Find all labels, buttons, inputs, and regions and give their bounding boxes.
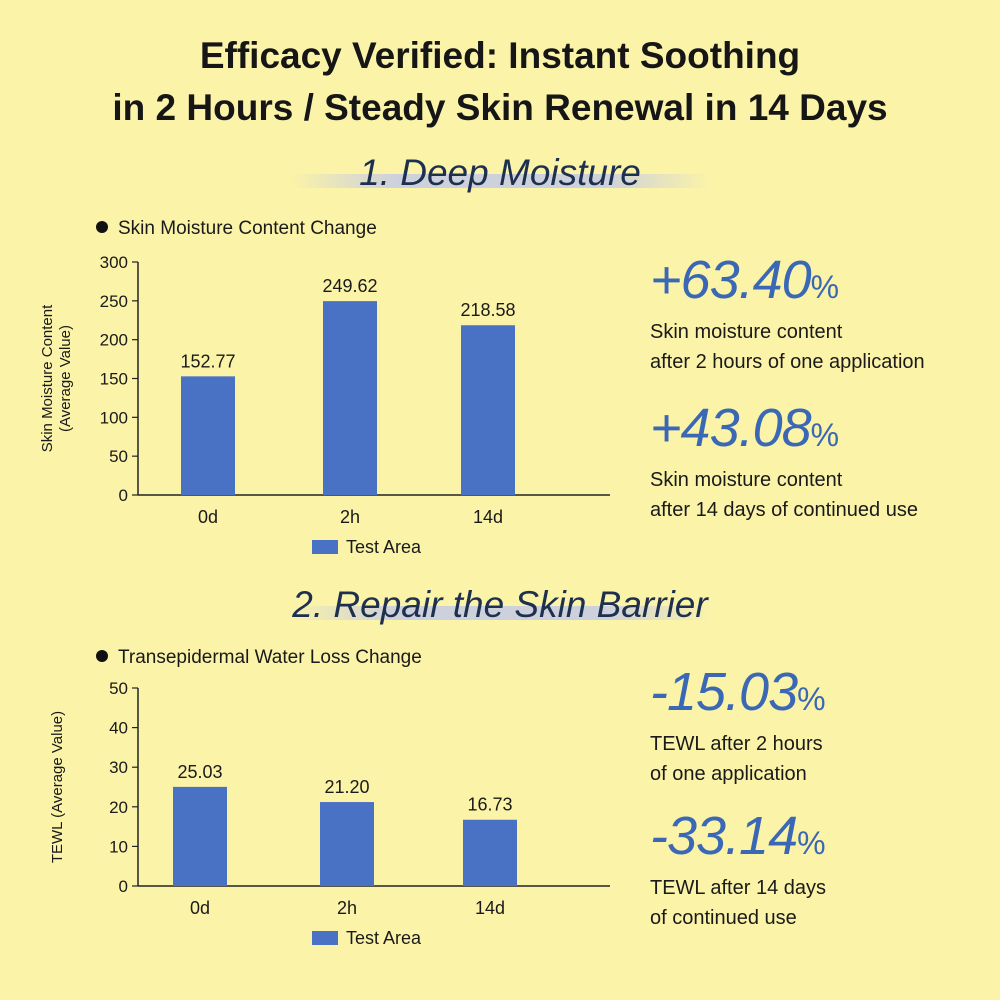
stat-unit: % — [797, 825, 826, 861]
y-tick-label: 10 — [109, 837, 128, 856]
stat-moisture-14d: +43.08% Skin moisture content after 14 d… — [650, 398, 918, 525]
x-tick-label: 0d — [198, 507, 218, 527]
stat-value: -33.14% — [650, 806, 826, 873]
y-tick-label: 150 — [100, 370, 128, 389]
stat-moisture-2h: +63.40% Skin moisture content after 2 ho… — [650, 250, 925, 377]
x-tick-label: 0d — [190, 898, 210, 918]
y-tick-label: 100 — [100, 408, 128, 427]
section-1-heading: 1. Deep Moisture — [250, 150, 750, 196]
data-label: 218.58 — [460, 300, 515, 320]
legend-label: Test Area — [346, 537, 422, 557]
x-tick-label: 2h — [340, 507, 360, 527]
bar-14d — [463, 819, 517, 886]
y-tick-label: 30 — [109, 758, 128, 777]
x-tick-label: 14d — [475, 898, 505, 918]
legend-swatch — [312, 540, 338, 554]
stat-unit: % — [810, 269, 840, 305]
y-axis-label: TEWL (Average Value) — [49, 711, 66, 863]
y-tick-label: 50 — [109, 447, 128, 466]
stat-description-line-2: after 14 days of continued use — [650, 499, 918, 521]
y-tick-label: 40 — [109, 719, 128, 738]
heading-highlight — [290, 174, 710, 188]
stat-number: -33.14 — [650, 806, 798, 866]
data-label: 21.20 — [324, 777, 369, 797]
stat-description-line-1: TEWL after 14 days — [650, 877, 826, 899]
stat-value: -15.03% — [650, 662, 826, 729]
stat-description-line-1: Skin moisture content — [650, 321, 843, 343]
data-label: 25.03 — [177, 762, 222, 782]
stat-description-line-2: of continued use — [650, 907, 797, 929]
bar-2h — [323, 301, 377, 495]
x-tick-label: 2h — [337, 898, 357, 918]
data-label: 16.73 — [467, 795, 512, 815]
stat-tewl-14d: -33.14% TEWL after 14 days of continued … — [650, 806, 826, 933]
chart-1-title-text: Skin Moisture Content Change — [118, 218, 377, 239]
y-tick-label: 50 — [109, 679, 128, 698]
stat-tewl-2h: -15.03% TEWL after 2 hours of one applic… — [650, 662, 826, 789]
stat-value: +63.40% — [650, 250, 925, 317]
y-tick-label: 0 — [119, 877, 128, 896]
data-label: 249.62 — [322, 276, 377, 296]
page-title: Efficacy Verified: Instant Soothing in 2… — [0, 30, 1000, 134]
y-axis-label: (Average Value) — [57, 325, 74, 432]
stat-unit: % — [810, 417, 840, 453]
x-tick-label: 14d — [473, 507, 503, 527]
heading-highlight — [290, 606, 710, 620]
legend-label: Test Area — [346, 928, 422, 948]
title-line-2: in 2 Hours / Steady Skin Renewal in 14 D… — [112, 87, 888, 128]
stat-description-line-2: of one application — [650, 763, 807, 785]
bullet-dot-icon — [96, 649, 108, 662]
chart-2-title: Transepidermal Water Loss Change — [96, 647, 422, 669]
bar-0d — [173, 786, 227, 886]
bar-2h — [320, 802, 374, 886]
bar-14d — [461, 325, 515, 495]
y-tick-label: 250 — [100, 292, 128, 311]
stat-description-line-1: Skin moisture content — [650, 469, 843, 491]
stat-value: +43.08% — [650, 398, 918, 465]
stat-number: -15.03 — [650, 662, 798, 722]
data-label: 152.77 — [180, 351, 235, 371]
y-axis-label: Skin Moisture Content — [39, 304, 56, 452]
y-tick-label: 300 — [100, 253, 128, 272]
y-tick-label: 20 — [109, 798, 128, 817]
stat-unit: % — [797, 681, 826, 717]
stat-number: +63.40 — [650, 250, 812, 310]
section-1-heading-text: 1. Deep Moisture — [359, 152, 641, 193]
y-tick-label: 0 — [119, 486, 128, 505]
legend-swatch — [312, 931, 338, 945]
y-tick-label: 200 — [100, 331, 128, 350]
section-2-heading-text: 2. Repair the Skin Barrier — [292, 584, 708, 625]
chart-1-title: Skin Moisture Content Change — [96, 218, 377, 240]
bar-0d — [181, 376, 235, 495]
section-2-heading: 2. Repair the Skin Barrier — [250, 582, 750, 628]
stat-number: +43.08 — [650, 398, 812, 458]
title-line-1: Efficacy Verified: Instant Soothing — [199, 35, 801, 76]
bullet-dot-icon — [96, 220, 108, 233]
chart-2-title-text: Transepidermal Water Loss Change — [118, 647, 422, 668]
stat-description-line-1: TEWL after 2 hours — [650, 733, 823, 755]
stat-description-line-2: after 2 hours of one application — [650, 351, 925, 373]
